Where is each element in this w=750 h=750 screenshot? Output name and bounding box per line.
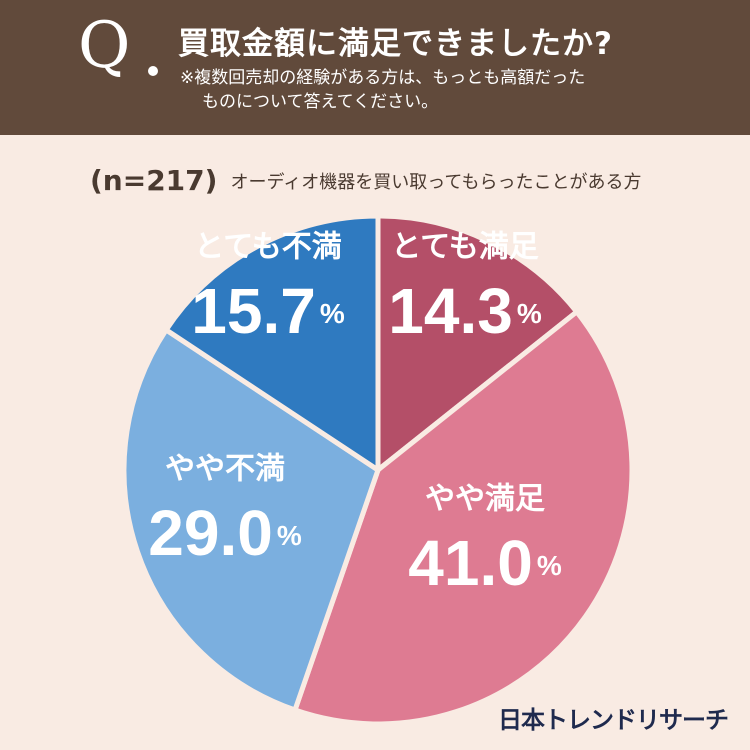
question-dot-icon [148, 66, 158, 76]
slice-value-4: 15.7% [191, 275, 345, 347]
question-title: 買取金額に満足できましたか? [178, 26, 613, 62]
slice-value-1: 14.3% [388, 275, 542, 347]
question-note-line-1: ※複数回売却の経験がある方は、もっとも高額だった [180, 68, 586, 88]
slice-value-2: 41.0% [408, 527, 562, 599]
question-header: Q 買取金額に満足できましたか? ※複数回売却の経験がある方は、もっとも高額だっ… [0, 0, 750, 135]
sample-info: (n=217) オーディオ機器を買い取ってもらったことがある方 [90, 164, 641, 197]
pie-slice-3 [121, 327, 381, 713]
slice-label-3: やや不満 [165, 452, 285, 487]
question-note: ※複数回売却の経験がある方は、もっとも高額だった ものについて答えてください。 [180, 66, 700, 114]
slice-value-3: 29.0% [148, 497, 302, 569]
pie-slice-4 [163, 213, 381, 473]
pie-slice-1 [375, 213, 580, 473]
slice-label-1: とても満足 [391, 230, 539, 265]
sample-description: オーディオ機器を買い取ってもらったことがある方 [230, 171, 642, 193]
question-mark-letter: Q [78, 9, 131, 83]
slice-label-2: やや満足 [425, 482, 545, 517]
question-note-line-2: ものについて答えてください。 [202, 92, 439, 112]
sample-size-label: (n=217) [90, 164, 218, 197]
slice-label-4: とても不満 [194, 230, 342, 265]
pie-slice-2 [292, 309, 635, 727]
brand-logo-text: 日本トレンドリサーチ [498, 706, 729, 734]
